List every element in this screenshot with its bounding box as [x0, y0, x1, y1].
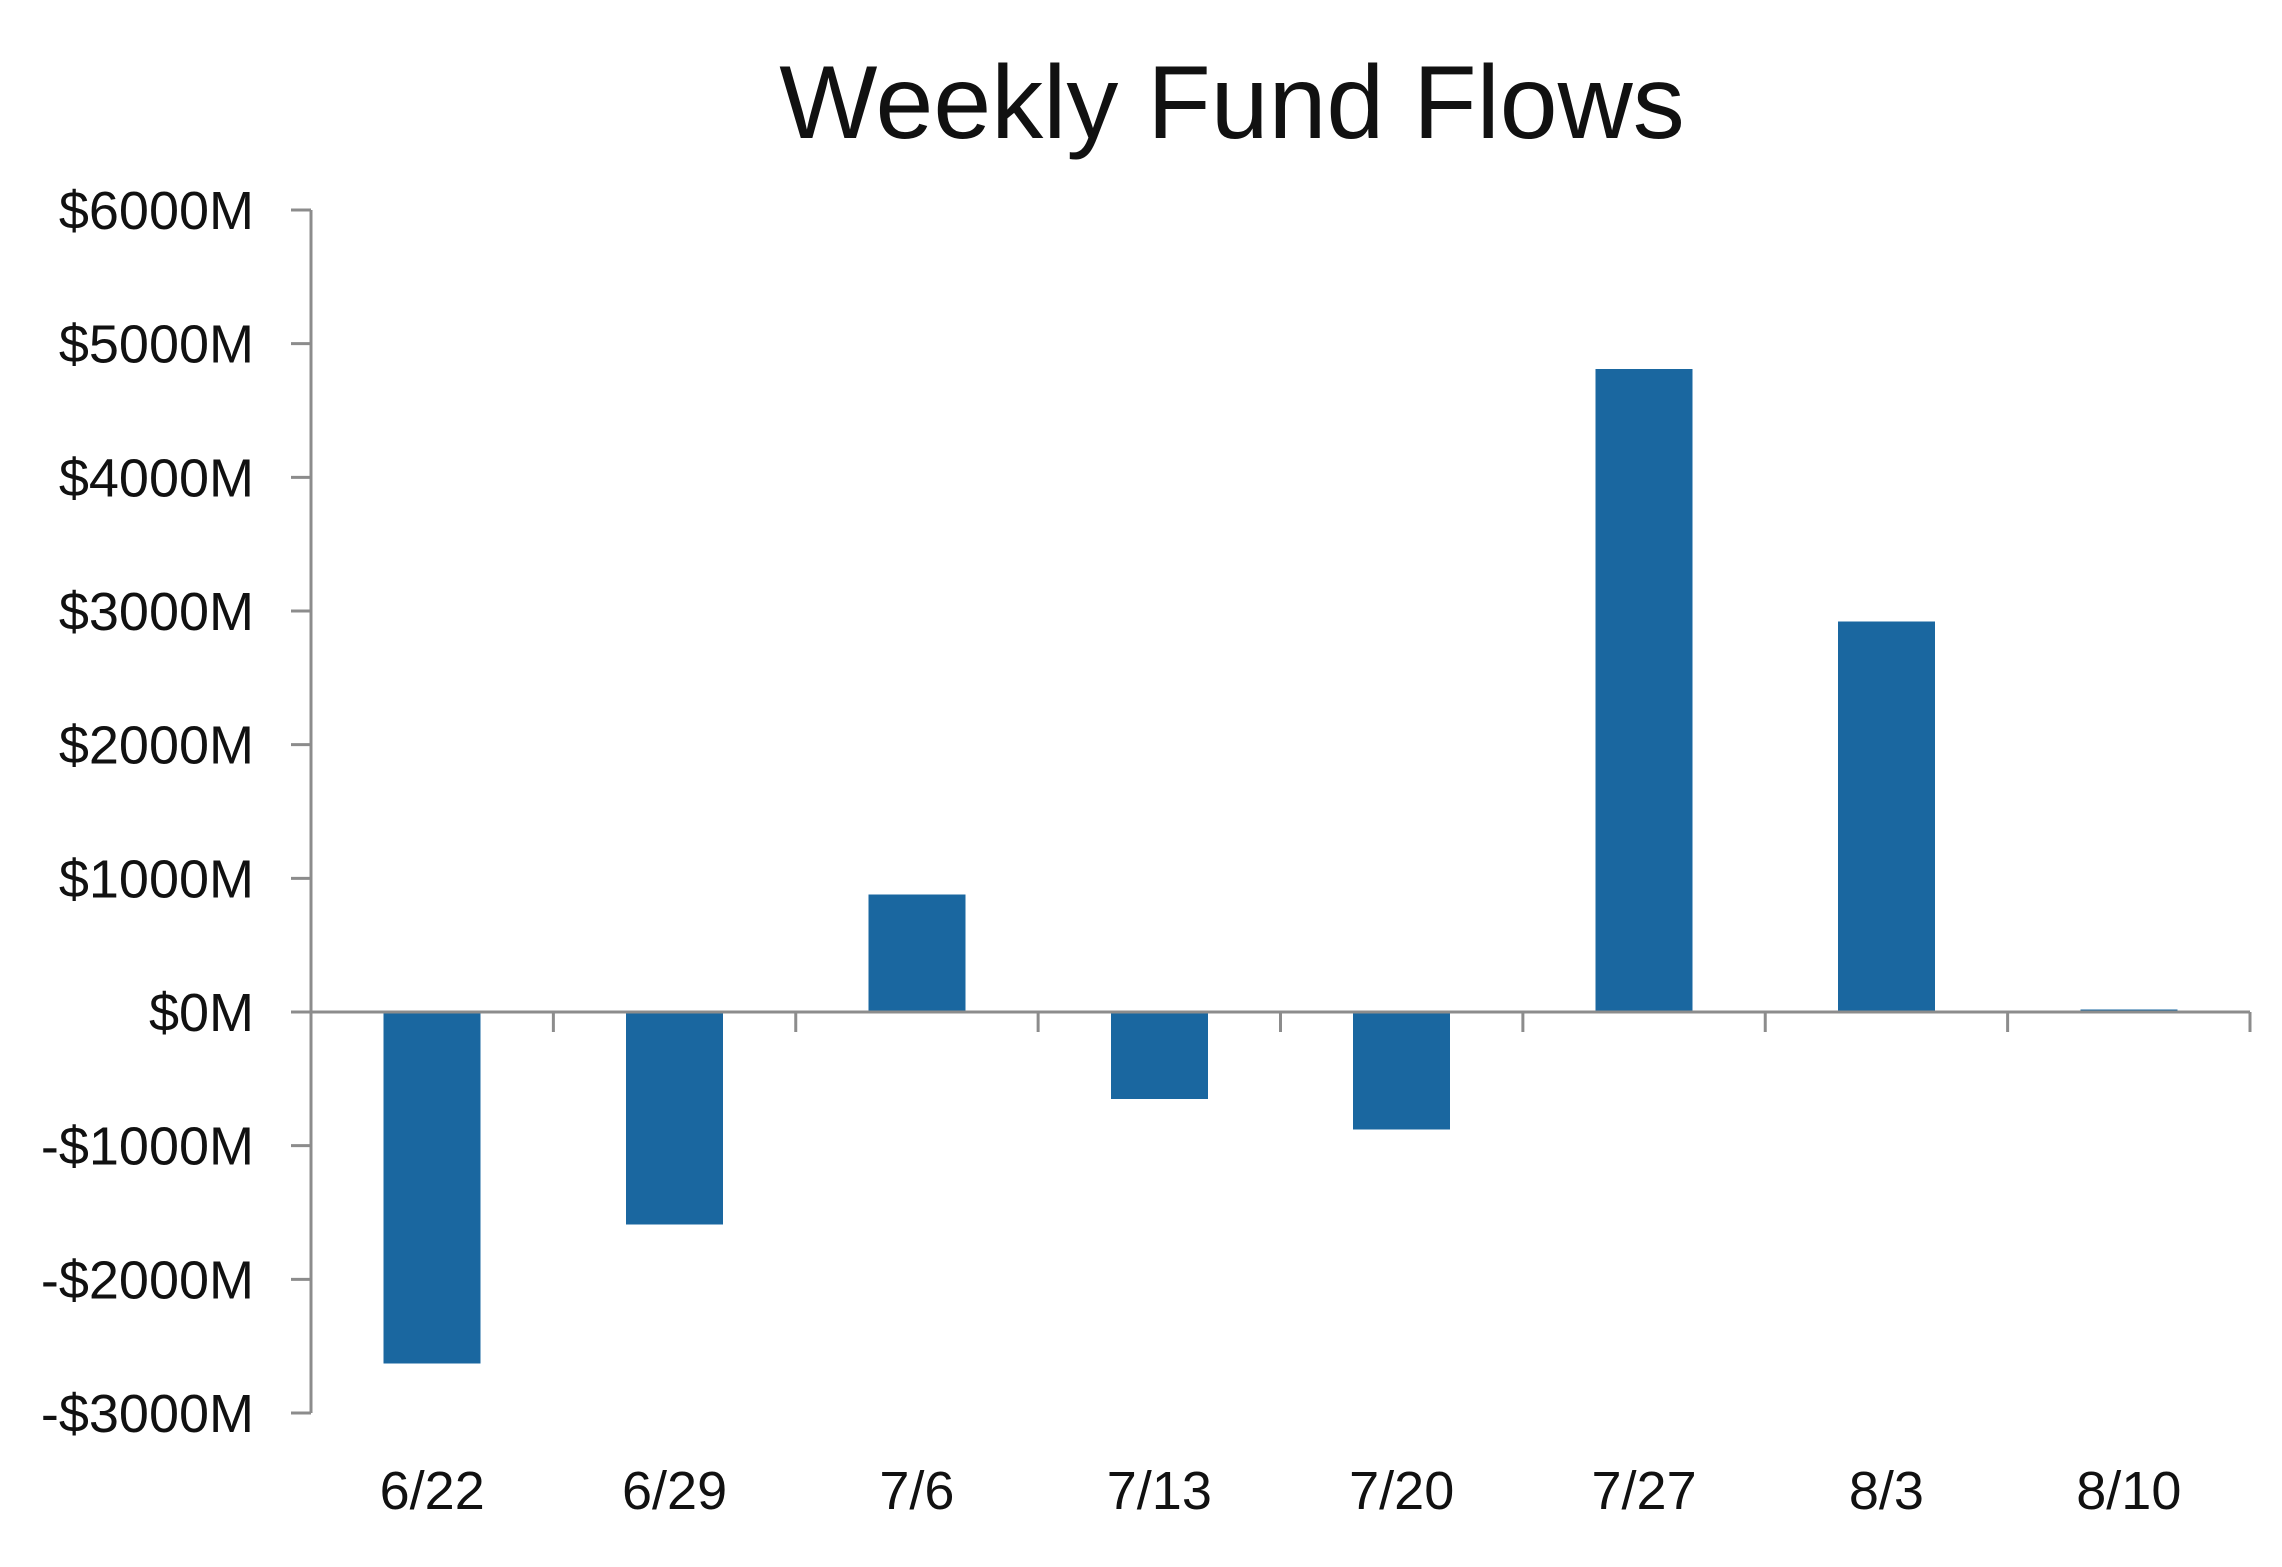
y-tick-label: $4000M	[59, 448, 254, 508]
y-tick-label: $1000M	[59, 849, 254, 909]
x-axis: 6/22 6/29 7/6 7/13 7/20 7/27 8/3 8/10	[311, 1010, 2252, 1521]
y-tick-label: $0M	[149, 983, 254, 1043]
y-tick-label: $2000M	[59, 716, 254, 776]
x-tick-label: 6/29	[622, 1461, 727, 1521]
y-tick-label: $6000M	[59, 181, 254, 241]
y-tick-label: -$2000M	[41, 1250, 254, 1310]
x-tick-label: 6/22	[380, 1461, 485, 1521]
bar-8-3	[1837, 621, 1935, 1012]
y-tick-label: $3000M	[59, 582, 254, 642]
bar-7-6	[868, 894, 966, 1012]
y-tick-label: -$3000M	[41, 1384, 254, 1444]
chart-title: Weekly Fund Flows	[779, 45, 1684, 161]
bar-6-29	[626, 1012, 724, 1225]
bar-6-22	[383, 1012, 481, 1364]
x-tick-label: 8/3	[1849, 1461, 1924, 1521]
bars	[383, 369, 2178, 1364]
bar-7-20	[1353, 1012, 1451, 1130]
x-tick-label: 7/27	[1592, 1461, 1697, 1521]
x-tick-label: 7/6	[879, 1461, 954, 1521]
y-tick-label: -$1000M	[41, 1117, 254, 1177]
y-tick-label: $5000M	[59, 315, 254, 375]
bar-7-13	[1110, 1012, 1208, 1099]
x-tick-label: 7/13	[1107, 1461, 1212, 1521]
y-axis: $6000M $5000M $4000M $3000M $2000M $1000M $0M -…	[41, 181, 313, 1444]
x-tick-label: 8/10	[2076, 1461, 2181, 1521]
bar-7-27	[1595, 369, 1693, 1012]
x-tick-label: 7/20	[1349, 1461, 1454, 1521]
